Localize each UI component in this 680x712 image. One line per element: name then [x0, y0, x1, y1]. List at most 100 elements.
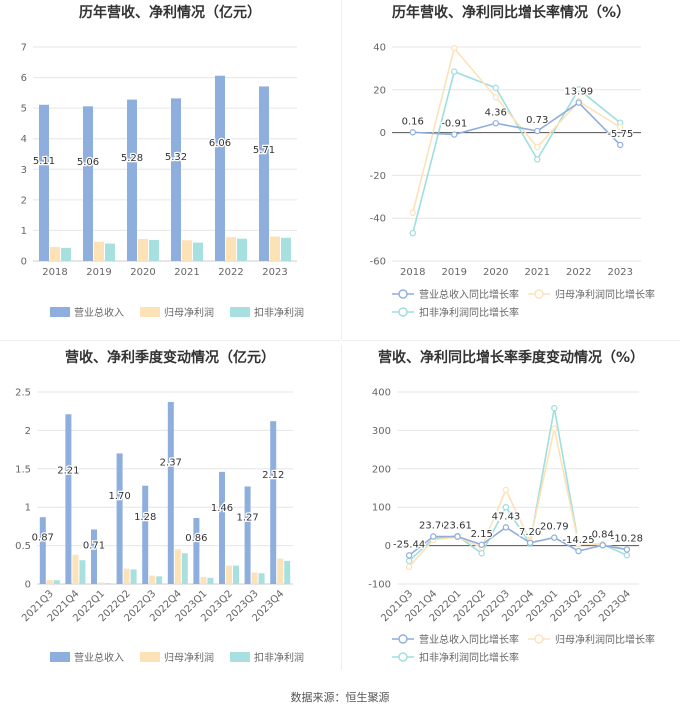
- bar-2021-s2: [193, 242, 203, 261]
- bar-2022-s2: [237, 238, 247, 261]
- point-s0-2022Q3: [502, 524, 510, 531]
- data-label: 0.87: [32, 533, 54, 544]
- bar-2021Q4-s1: [72, 554, 79, 584]
- legend-label: 归母净利润同比增长率: [555, 288, 655, 301]
- point-s0-2022Q4: [526, 539, 534, 547]
- y-tick-label: 0: [385, 541, 391, 552]
- x-tick-label: 2018: [400, 267, 425, 278]
- data-label: -14.25: [562, 535, 594, 546]
- legend-marker: [534, 289, 544, 299]
- bar-2021Q3-s2: [53, 580, 60, 584]
- chart-annual-growth: 历年营收、净利同比增长率情况（%） -60 -40 -20 0 20 40 2018 2019…: [342, 0, 680, 340]
- point-s2-2020: [492, 84, 499, 92]
- bar-2022Q3-s0: [142, 485, 149, 584]
- data-label: 5.11: [33, 156, 55, 167]
- bar-2019-s1: [94, 241, 104, 261]
- bar-2020-s1: [138, 238, 148, 261]
- point-s2-2022Q3: [502, 503, 510, 511]
- legend-label: 扣非净利润: [254, 306, 304, 319]
- divider-vertical-top: [341, 0, 342, 340]
- point-s2-2021Q3: [405, 557, 413, 565]
- bar-2020-s0: [127, 99, 137, 261]
- data-label: 5.28: [121, 153, 143, 164]
- data-label: 2.15: [471, 529, 493, 540]
- bar-2022-s0: [215, 75, 225, 261]
- point-s1-2023Q1: [551, 425, 558, 432]
- bar-2021Q4-s2: [79, 560, 86, 584]
- bar-2023Q4-s2: [284, 560, 291, 584]
- series-line-1: [411, 46, 621, 214]
- data-label: -25.44: [393, 539, 425, 550]
- y-tick-label: 0: [380, 128, 386, 139]
- bar-2018-s0: [39, 104, 49, 261]
- bar-2023-s0: [259, 86, 269, 262]
- legend-marker: [398, 307, 408, 317]
- x-tick-label: 2020: [483, 267, 508, 278]
- data-label: 20.79: [540, 522, 569, 533]
- legend-swatch: [50, 652, 70, 662]
- bar-2022Q4-s1: [174, 549, 181, 584]
- bar-2023Q3-s1: [251, 572, 258, 584]
- bar-2023Q1-s2: [207, 577, 214, 584]
- legend-label: 营业总收入同比增长率: [419, 633, 519, 646]
- data-label: 5.06: [77, 157, 99, 168]
- point-s0-2022Q2: [478, 541, 485, 548]
- chart-title: 营收、净利季度变动情况（亿元）: [65, 350, 275, 366]
- chart-quarterly-values: 营收、净利季度变动情况（亿元） 0 0.5 1 1.5 2 2.5 2021Q3 0.87 20…: [0, 345, 340, 675]
- bar-2023Q1-s0: [193, 517, 200, 584]
- y-tick-label: 3: [21, 165, 27, 176]
- point-s1-2022Q3: [502, 486, 510, 494]
- bar-2022Q3-s1: [149, 575, 156, 584]
- data-label: 47.43: [492, 511, 521, 522]
- point-s1-2021Q3: [405, 563, 413, 570]
- legend-label: 扣非净利润: [254, 651, 304, 664]
- bar-2023Q4-s1: [277, 558, 284, 584]
- data-source: 数据来源：恒生聚源: [290, 691, 390, 704]
- bar-2022-s1: [226, 237, 236, 261]
- data-label: 1.28: [134, 512, 156, 523]
- data-label: 0.86: [185, 533, 207, 544]
- chart-quarterly-growth: 营收、净利同比增长率季度变动情况（%） -100 0 100 200 300 400 202…: [342, 345, 680, 675]
- data-label: 6.06: [209, 138, 231, 149]
- bar-2022Q2-s0: [116, 453, 123, 584]
- x-tick-label: 2019: [442, 267, 467, 278]
- data-label: 0.71: [83, 541, 105, 552]
- data-label: 5.71: [253, 145, 275, 156]
- series-line-2: [411, 70, 621, 234]
- point-s0-2023Q2: [575, 547, 582, 555]
- data-label: 1.27: [236, 513, 258, 524]
- legend-swatch: [140, 307, 160, 317]
- y-tick-label: -100: [368, 580, 391, 591]
- bar-2022Q4-s2: [181, 553, 188, 584]
- y-tick-label: 200: [372, 464, 391, 475]
- data-label: 23.70: [419, 520, 448, 531]
- bar-2018-s2: [61, 247, 71, 261]
- x-tick-label: 2021: [525, 267, 550, 278]
- data-label: 7.20: [519, 527, 541, 538]
- point-s1-2023: [617, 124, 624, 131]
- legend-label: 营业总收入: [74, 306, 124, 319]
- bar-2022Q2-s2: [130, 569, 137, 584]
- series-line-1: [408, 428, 628, 568]
- bar-2023Q2-s0: [219, 471, 225, 584]
- x-tick-label: 2021: [174, 267, 199, 278]
- point-s2-2022Q2: [478, 550, 485, 557]
- y-tick-label: 300: [372, 426, 391, 437]
- y-tick-label: 2: [25, 426, 31, 437]
- data-label: 2.12: [262, 470, 284, 481]
- legend-swatch: [230, 307, 250, 317]
- y-tick-label: 7: [21, 43, 27, 54]
- point-s1-2020: [492, 94, 499, 101]
- data-label: 2.37: [160, 458, 182, 469]
- bar-2023Q3-s2: [258, 573, 265, 584]
- y-tick-label: 1: [21, 226, 27, 237]
- bar-2022Q2-s1: [123, 568, 130, 584]
- legend-marker: [398, 289, 408, 299]
- divider-horizontal-left: [0, 340, 340, 341]
- data-label: -5.75: [607, 129, 633, 140]
- data-label: -10.28: [611, 534, 643, 545]
- chart-title: 历年营收、净利情况（亿元）: [79, 5, 261, 21]
- point-s2-2023Q1: [551, 404, 558, 412]
- y-tick-label: -40: [370, 214, 386, 225]
- legend-label: 营业总收入: [74, 651, 124, 664]
